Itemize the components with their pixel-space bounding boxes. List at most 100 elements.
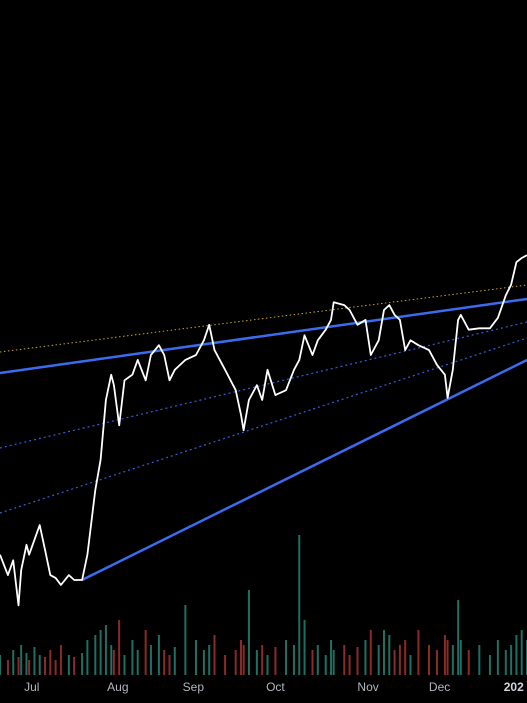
volume-bar (451, 645, 454, 675)
volume-bar (285, 640, 288, 675)
volume-bar (435, 650, 438, 675)
x-tick-label: Jul (24, 680, 39, 694)
volume-bar (504, 650, 507, 675)
volume-bar (144, 630, 147, 675)
volume-bar (6, 660, 9, 675)
volume-bar (157, 635, 160, 675)
volume-bar (17, 657, 20, 675)
volume-bar (520, 630, 523, 675)
volume-bar (0, 655, 1, 675)
volume-bar (234, 650, 237, 675)
volume-bar (224, 655, 227, 675)
volume-bar (311, 650, 314, 675)
trend-line (81, 358, 527, 582)
volume-bar (382, 630, 385, 675)
volume-bar (20, 645, 23, 675)
volume-bar (99, 630, 102, 675)
volume-bar (33, 647, 36, 675)
volume-bar (356, 647, 359, 675)
volume-bar (377, 645, 380, 675)
volume-bar (457, 600, 460, 675)
volume-bar (459, 640, 462, 675)
volume-bar (316, 645, 319, 675)
volume-bar (324, 655, 327, 675)
volume-bar (239, 640, 242, 675)
x-tick-label: Dec (429, 680, 450, 694)
x-tick-label: Sep (183, 680, 205, 694)
volume-bar (255, 650, 258, 675)
volume-bar (266, 655, 269, 675)
x-tick-label: Aug (107, 680, 128, 694)
volume-bar (149, 645, 152, 675)
volume-bar (49, 650, 52, 675)
x-tick-label: Nov (357, 680, 378, 694)
volume-bar (478, 645, 481, 675)
drawings (0, 284, 527, 582)
volume-bar (38, 655, 41, 675)
volume-bar (292, 645, 295, 675)
x-axis: Jul Aug Sep Oct Nov Dec 202 (24, 677, 524, 694)
volume-bar (443, 635, 446, 675)
volume-bar (136, 650, 139, 675)
x-tick-label: Oct (266, 680, 285, 694)
x-tick-label: 202 (504, 680, 524, 694)
volume-bar (202, 650, 205, 675)
volume-bar (163, 650, 166, 675)
volume-bar (496, 640, 499, 675)
volume-bar (123, 655, 126, 675)
volume-bar (428, 645, 431, 675)
volume-bar (12, 650, 15, 675)
volume-bar (446, 640, 449, 675)
volume-bar (247, 590, 250, 675)
volume-bar (348, 655, 351, 675)
volume-bar (369, 630, 372, 675)
volume-bar (81, 653, 84, 675)
volume-bar (343, 645, 346, 675)
volume-bar (94, 635, 97, 675)
volume-bar (208, 645, 211, 675)
volume-bar (173, 647, 176, 675)
volume-bar (467, 650, 470, 675)
volume-bar (28, 660, 31, 675)
volume-bar (303, 620, 306, 675)
volume-bar (298, 535, 301, 675)
volume-bar (364, 640, 367, 675)
volume-bar (118, 620, 121, 675)
trend-line (0, 321, 527, 449)
volume-bar (86, 640, 89, 675)
volume-bar (213, 635, 216, 675)
volume-bar (184, 605, 187, 675)
volume-bar (510, 645, 513, 675)
volume-bar (44, 657, 47, 675)
trend-line (0, 284, 527, 353)
volume-bar (194, 640, 197, 675)
volume-bar (104, 625, 107, 675)
volume-bar (67, 655, 70, 675)
volume-bar (112, 650, 115, 675)
trend-line (0, 297, 527, 375)
volume-bar (59, 645, 62, 675)
volume-bar (261, 645, 264, 675)
volume (0, 535, 527, 675)
volume-bar (488, 655, 491, 675)
volume-bar (404, 640, 407, 675)
volume-bar (73, 657, 76, 675)
volume-bar (274, 647, 277, 675)
volume-bar (110, 645, 113, 675)
volume-bar (398, 645, 401, 675)
volume-bar (242, 645, 245, 675)
volume-bar (515, 635, 518, 675)
volume-bar (393, 650, 396, 675)
volume-bar (54, 660, 57, 675)
price-line (0, 254, 527, 607)
volume-bar (388, 635, 391, 675)
volume-bar (25, 653, 28, 675)
price (0, 254, 527, 607)
volume-bar (131, 640, 134, 675)
volume-bar (168, 655, 171, 675)
volume-bar (330, 640, 333, 675)
volume-bar (332, 650, 335, 675)
